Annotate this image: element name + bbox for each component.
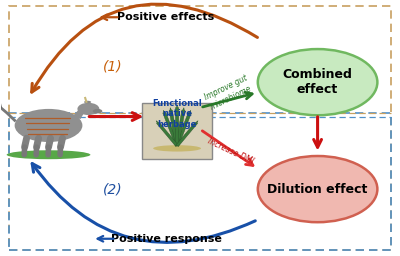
Polygon shape: [72, 108, 86, 119]
Ellipse shape: [93, 109, 102, 113]
Ellipse shape: [153, 145, 201, 152]
Text: Improve gut
microbiome: Improve gut microbiome: [204, 74, 254, 112]
Text: Positive effects: Positive effects: [118, 12, 215, 22]
Bar: [142, 103, 212, 158]
FancyArrow shape: [163, 110, 179, 146]
Text: Increase DMI: Increase DMI: [207, 137, 256, 166]
FancyArrow shape: [169, 108, 179, 146]
FancyArrow shape: [156, 121, 178, 146]
FancyArrow shape: [176, 105, 179, 146]
Text: (2): (2): [102, 182, 122, 196]
Text: Functional
native
herbage: Functional native herbage: [152, 99, 202, 129]
Text: (1): (1): [102, 60, 122, 74]
Ellipse shape: [15, 109, 82, 142]
FancyArrow shape: [176, 110, 191, 146]
Text: Positive response: Positive response: [111, 234, 222, 244]
FancyArrow shape: [176, 121, 198, 146]
FancyArrow shape: [176, 108, 185, 146]
Ellipse shape: [84, 101, 91, 103]
Text: Dilution effect: Dilution effect: [268, 183, 368, 196]
FancyBboxPatch shape: [9, 6, 391, 250]
Text: Combined
effect: Combined effect: [283, 68, 352, 96]
Ellipse shape: [78, 103, 99, 115]
Ellipse shape: [258, 156, 377, 222]
Ellipse shape: [258, 49, 377, 115]
Ellipse shape: [7, 150, 90, 159]
